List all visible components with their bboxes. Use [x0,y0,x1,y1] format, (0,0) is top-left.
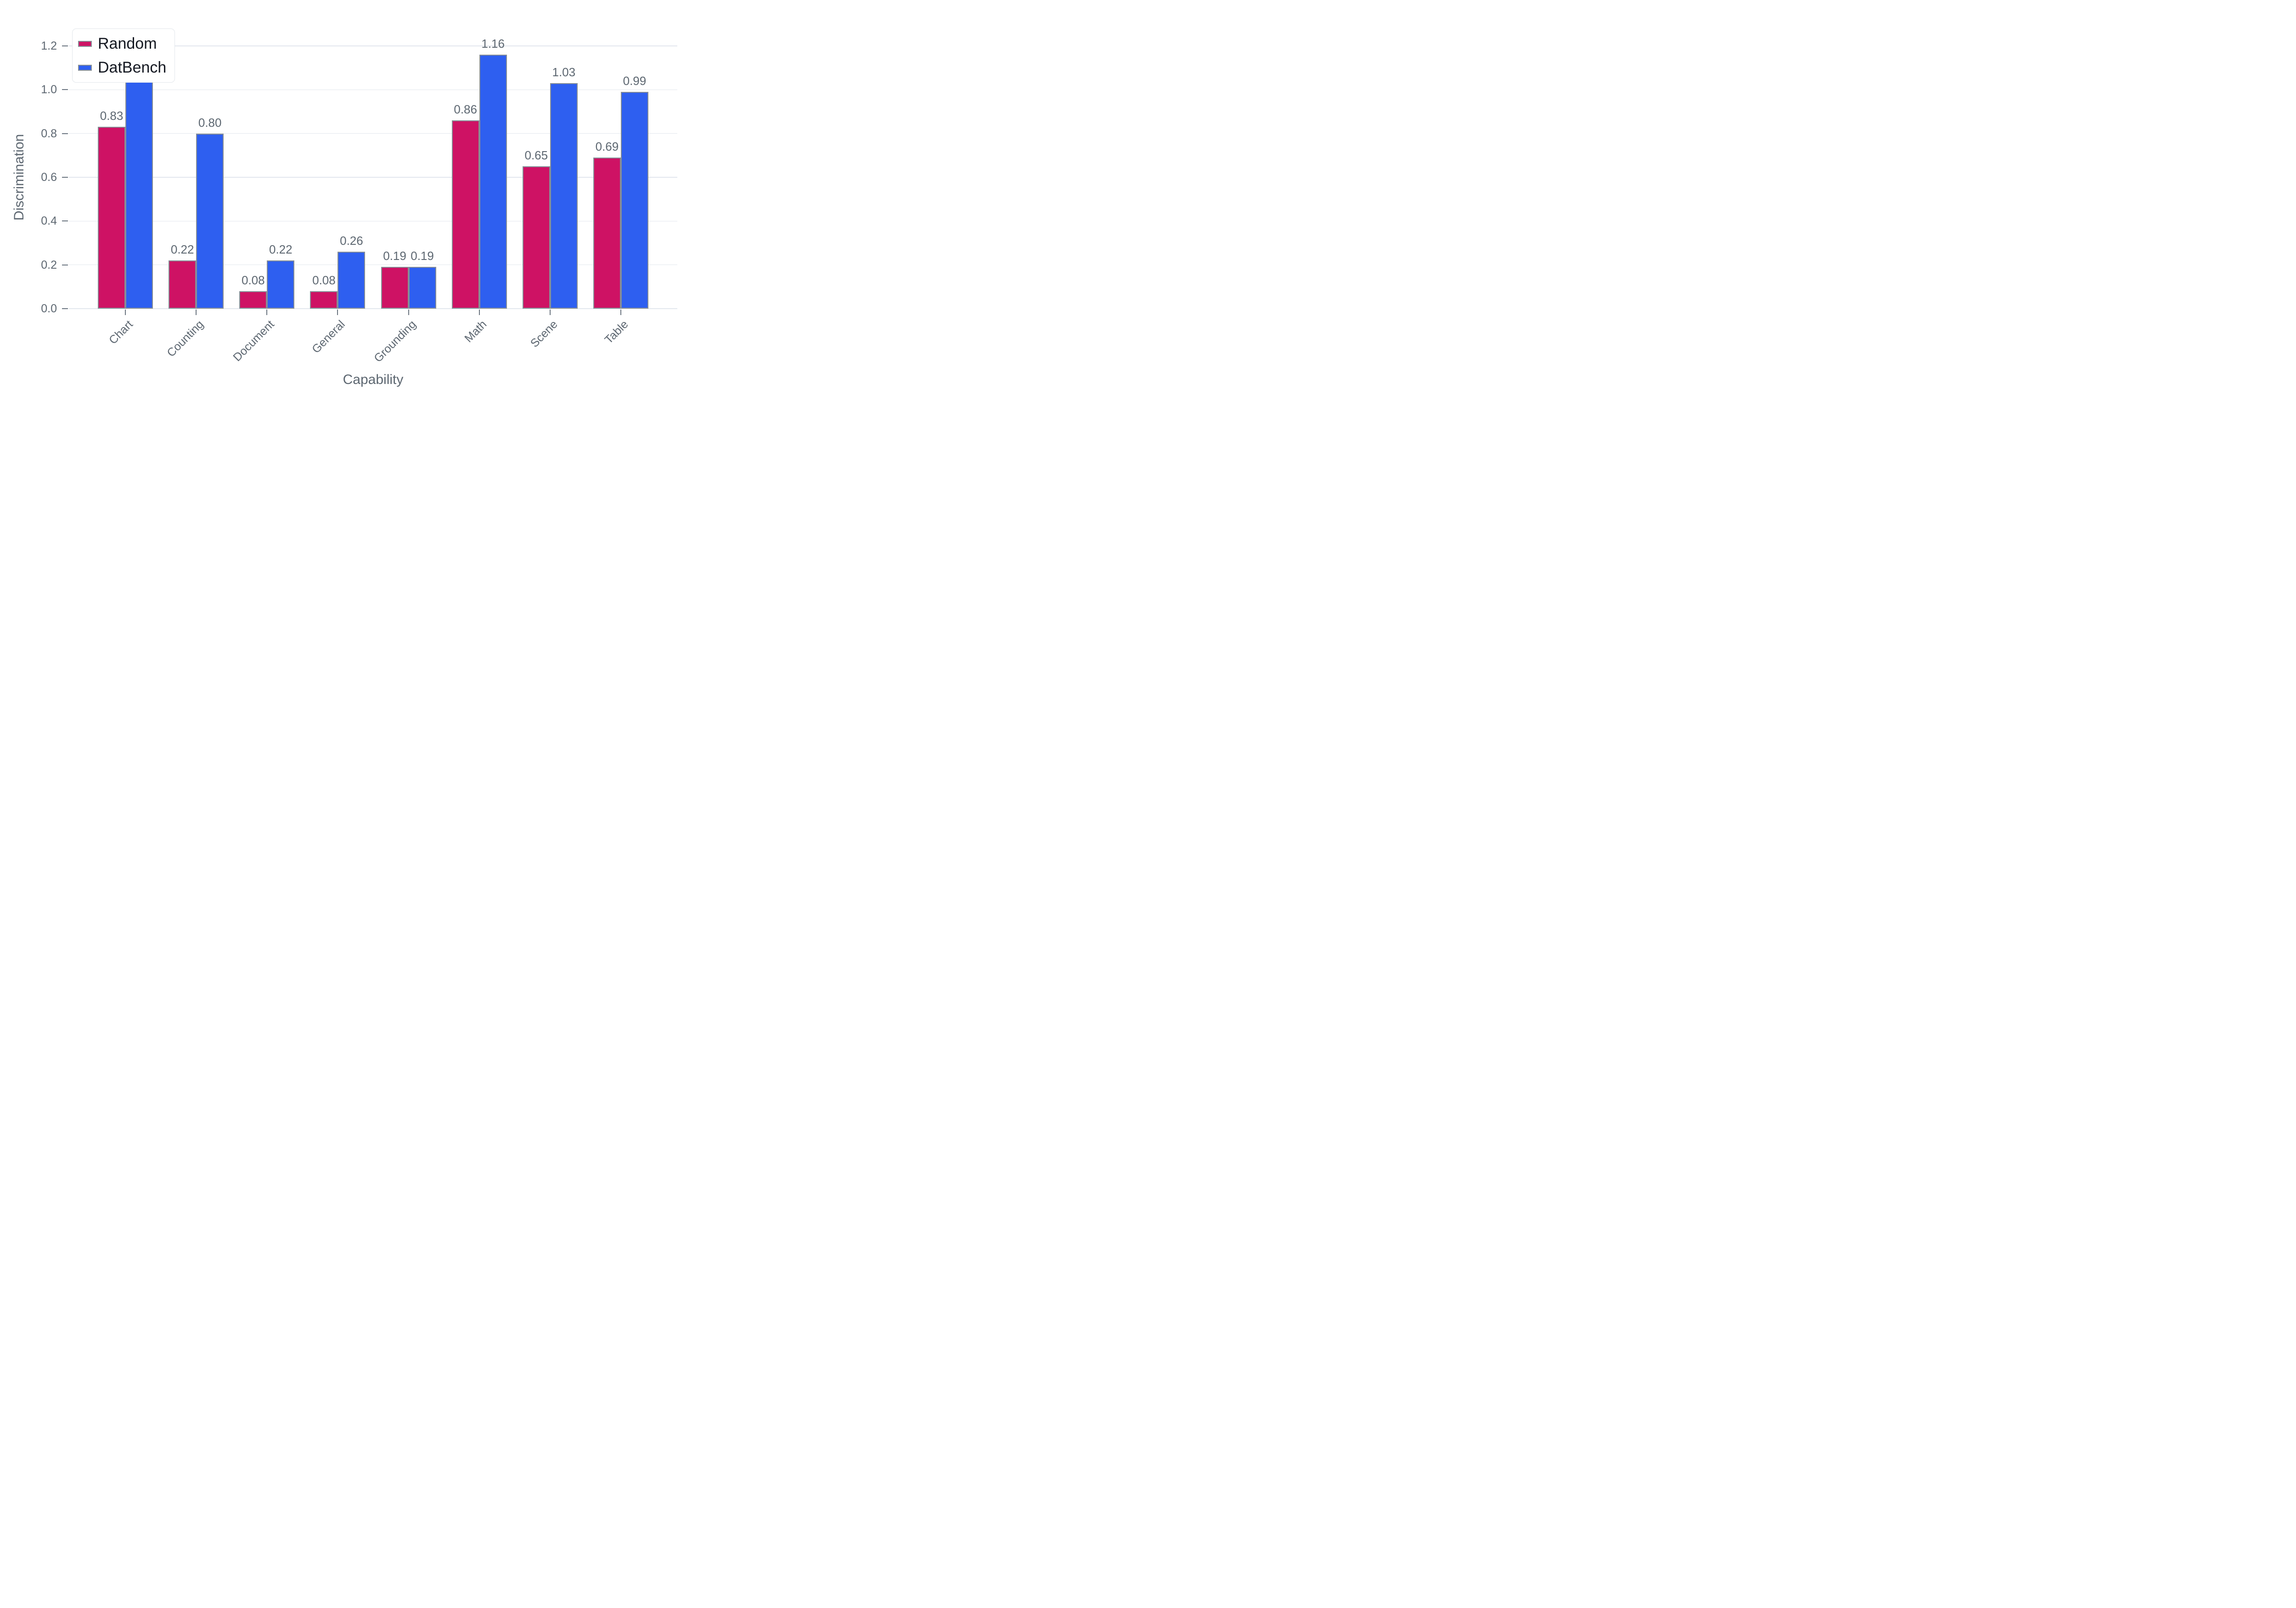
bar-value-label: 0.22 [170,243,194,257]
y-tick-mark [62,45,68,46]
gridline [69,177,677,178]
bar-datbench-general [338,252,366,309]
y-tick-label: 0.8 [41,127,57,140]
gridline [69,220,677,222]
bar-datbench-grounding [408,267,436,309]
bar-random-table [593,158,621,309]
y-tick-label: 0.0 [41,302,57,315]
y-tick-label: 1.0 [41,83,57,96]
y-tick-label: 0.6 [41,171,57,184]
x-axis-title: Capability [343,372,404,387]
x-tick-mark [266,310,268,315]
bar-datbench-math [479,55,507,309]
x-tick-label-scene: Scene [528,318,560,350]
x-tick-mark [478,310,480,315]
gridline [69,133,677,134]
bar-value-label: 0.69 [595,140,619,154]
gridline [69,308,677,309]
bar-random-math [451,120,479,309]
y-tick-label: 0.4 [41,214,57,228]
legend-swatch-random [78,40,92,47]
bar-value-label: 0.08 [242,273,265,287]
bar-value-label: 0.19 [383,249,406,263]
bar-random-document [239,291,267,309]
bar-value-label: 0.19 [411,249,434,263]
x-tick-label-general: General [310,318,348,356]
bar-value-label: 0.86 [454,102,477,117]
y-axis-title: Discrimination [11,134,27,221]
y-tick-label: 0.2 [41,258,57,271]
legend-swatch-datbench [78,64,92,71]
bar-random-scene [522,166,550,309]
x-tick-label-document: Document [231,318,277,364]
bar-datbench-document [267,260,295,309]
x-tick-label-math: Math [462,318,490,345]
bar-datbench-chart [125,79,153,309]
bar-random-grounding [381,267,409,309]
y-tick-mark [62,133,68,134]
figure-root: 0.00.20.40.60.81.01.2Chart0.831.05Counti… [0,0,694,402]
legend-item-datbench: DatBench [78,58,166,77]
x-tick-mark [125,310,126,315]
y-tick-mark [62,177,68,178]
bar-value-label: 0.80 [198,115,222,130]
bar-value-label: 0.26 [340,234,363,248]
x-tick-mark [549,310,551,315]
bar-value-label: 1.03 [552,65,576,79]
y-tick-mark [62,308,68,309]
x-tick-mark [196,310,197,315]
bar-random-general [310,291,338,309]
legend-label-random: Random [98,35,157,52]
bar-random-counting [169,260,197,309]
bar-datbench-counting [196,133,224,309]
x-tick-label-grounding: Grounding [371,318,419,365]
legend-label-datbench: DatBench [98,59,167,76]
bar-value-label: 0.99 [623,74,647,88]
y-tick-mark [62,89,68,90]
x-tick-mark [408,310,409,315]
x-tick-label-table: Table [602,318,631,347]
bar-value-label: 0.22 [269,243,293,257]
bar-random-chart [98,127,126,309]
plot-area: 0.00.20.40.60.81.01.2Chart0.831.05Counti… [0,0,694,402]
bar-datbench-scene [550,83,578,309]
x-tick-label-chart: Chart [106,318,135,347]
y-tick-label: 1.2 [41,39,57,52]
x-tick-mark [337,310,338,315]
x-tick-label-counting: Counting [164,318,206,360]
bar-value-label: 0.65 [524,148,548,163]
legend-item-random: Random [78,34,166,53]
gridline [69,45,677,46]
bar-datbench-table [620,92,648,309]
bar-value-label: 0.08 [312,273,336,287]
x-tick-mark [620,310,621,315]
y-tick-mark [62,220,68,222]
bar-value-label: 0.83 [100,109,124,123]
legend-box: Random DatBench [72,28,175,83]
bar-value-label: 1.16 [481,37,505,51]
